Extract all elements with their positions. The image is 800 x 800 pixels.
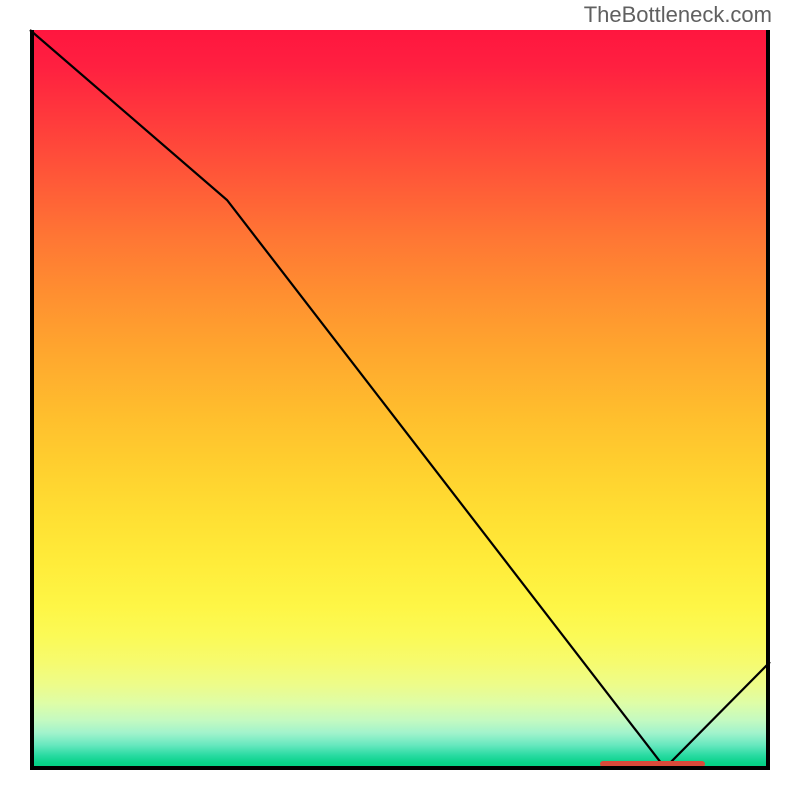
chart-container: TheBottleneck.com [0,0,800,800]
bottleneck-curve [30,30,770,768]
line-layer [30,30,770,770]
optimal-range-marker [600,761,705,767]
attribution-text: TheBottleneck.com [584,2,772,28]
plot-area [30,30,770,770]
